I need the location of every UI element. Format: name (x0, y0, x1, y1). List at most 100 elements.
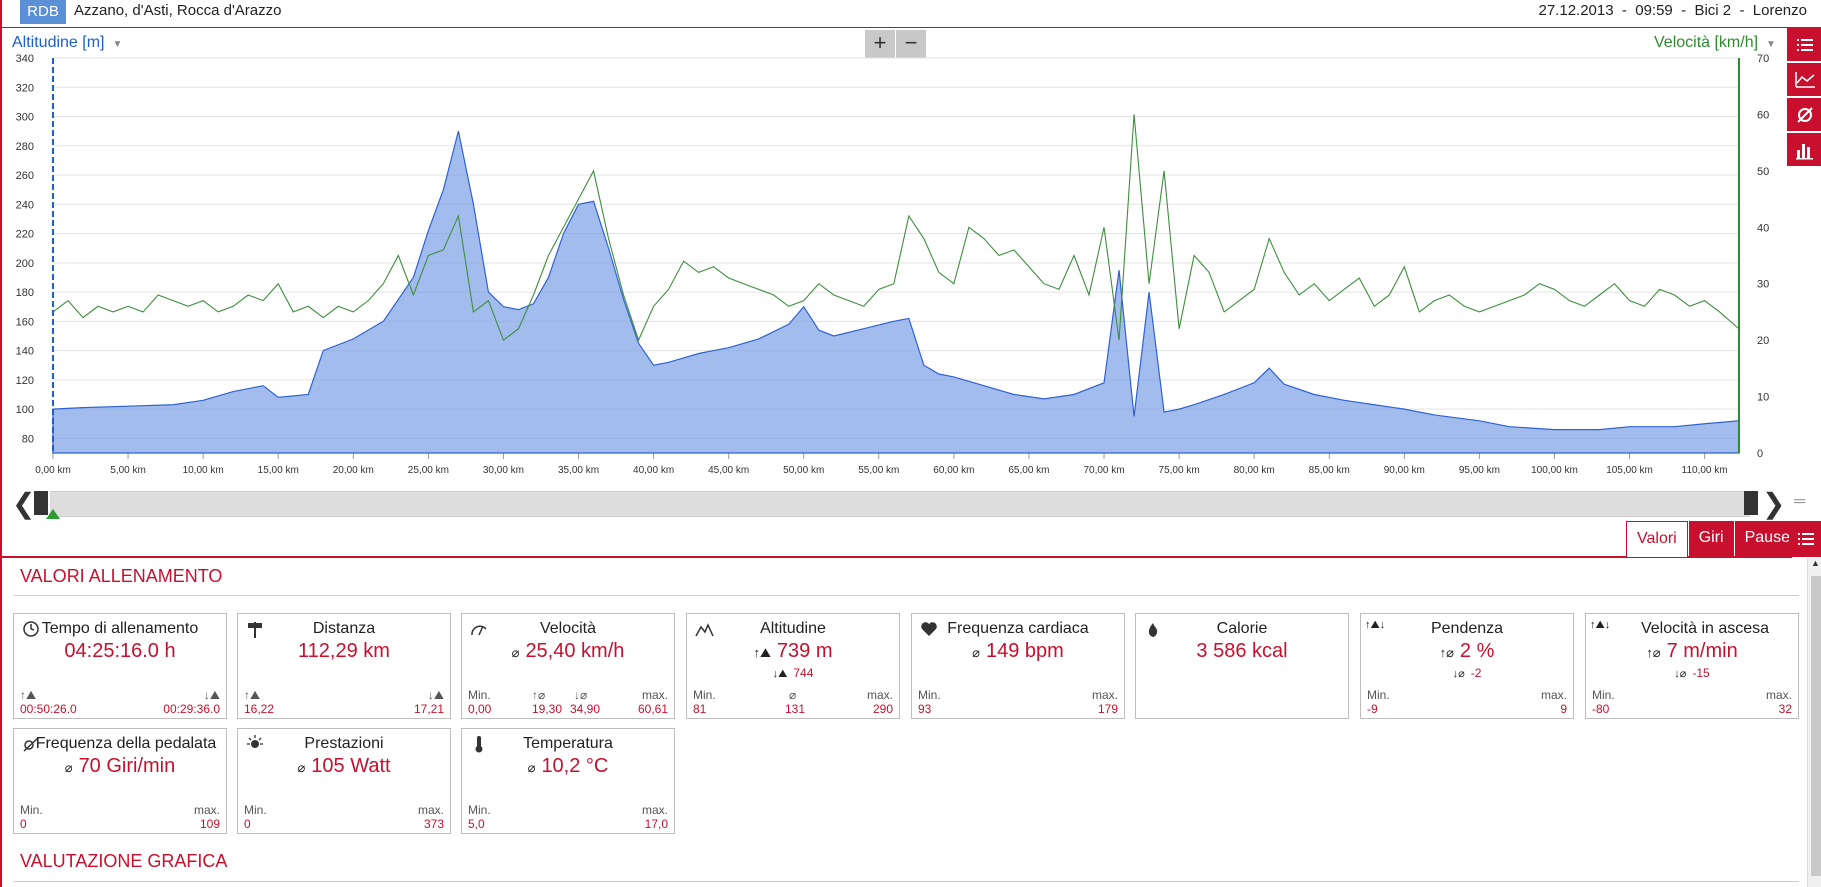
card-altitude: Altitudine ↑⛰ 739 m ↓⛰ 744 Min. ⌀ max. 81 … (686, 613, 900, 719)
y-tick-label: 140 (16, 346, 34, 358)
min-value: 5,0 (468, 817, 485, 831)
x-tick-label: 100,00 km (1531, 465, 1578, 476)
bar-chart-icon (1796, 144, 1813, 160)
average-icon (1797, 107, 1813, 123)
min-value: 0,00 (468, 702, 492, 716)
card-power: Prestazioni ⌀ 105 Watt Min. max. 0 373 (237, 728, 451, 834)
downhill-icon: ↓⛰ (203, 688, 220, 702)
average-icon: ⌀ (297, 760, 306, 775)
average-icon: ⌀ (972, 645, 980, 660)
max-value: 9 (1560, 702, 1567, 716)
x-tick-label: 50,00 km (783, 465, 824, 476)
x-tick-label: 25,00 km (408, 465, 449, 476)
y-tick-label: 260 (16, 170, 34, 182)
card-climb-speed: ↑⛰↓ Velocità in ascesa ↑⌀ 7 m/min ↓⌀ -15 M… (1585, 613, 1799, 719)
gradient-icon: ↑⛰↓ (1590, 619, 1611, 631)
max-label: max. (193, 803, 220, 817)
max-value: 179 (1097, 702, 1118, 716)
card-value: ⌀ 149 bpm (972, 640, 1064, 662)
line-chart-button[interactable] (1787, 63, 1821, 97)
uphill-distance: 16,22 (244, 702, 275, 716)
list-menu-button[interactable] (1787, 28, 1821, 62)
tab-menu-button[interactable] (1789, 521, 1821, 557)
slider-handle-right[interactable] (1742, 491, 1758, 517)
chevron-down-icon: ▼ (1766, 39, 1776, 50)
max-label: max. (1765, 688, 1792, 702)
downhill-avg-icon: ↓⌀ (1452, 668, 1465, 680)
x-tick-label: 95,00 km (1459, 465, 1500, 476)
slider-handle-left[interactable] (34, 489, 74, 519)
scroll-thumb[interactable] (1811, 576, 1821, 876)
card-speed: Velocità ⌀ 25,40 km/h Min. ↑⌀ ↓⌀ max. 0,0… (461, 613, 675, 719)
card-title: Distanza (312, 620, 376, 637)
max-label: max. (417, 803, 444, 817)
card-title: Prestazioni (304, 735, 384, 752)
uphill-icon: ↑⛰ (753, 645, 771, 660)
zoom-in-button[interactable]: + (865, 30, 895, 58)
y-tick-label: 180 (16, 287, 34, 299)
y-tick-label: 220 (16, 229, 34, 241)
x-tick-label: 65,00 km (1008, 465, 1049, 476)
max-label: max. (641, 803, 668, 817)
average-button[interactable] (1787, 98, 1821, 132)
x-tick-label: 40,00 km (633, 465, 674, 476)
app-logo[interactable]: RDB (20, 0, 66, 24)
elevation-speed-chart[interactable]: 3403203002802602402202001801601401201008… (2, 28, 1787, 488)
speed-axis-label[interactable]: Velocità [km/h] ▼ (1654, 34, 1776, 51)
downhill-avg-icon: ↓⌀ (574, 688, 588, 702)
uphill-avg-icon: ↑⌀ (1439, 645, 1454, 660)
tab-giri[interactable]: Giri (1688, 521, 1734, 557)
x-tick-label: 45,00 km (708, 465, 749, 476)
range-slider[interactable]: ❮ ❯ ═ (10, 488, 1805, 519)
y-tick-label: 320 (16, 82, 34, 94)
card-calories: Calorie 3 586 kcal (1135, 613, 1349, 719)
zoom-out-button[interactable]: − (896, 30, 926, 58)
chevron-left-icon[interactable]: ❮ (12, 488, 36, 519)
x-tick-label: 75,00 km (1159, 465, 1200, 476)
speedometer-icon (471, 625, 487, 636)
max-value: 17,0 (644, 817, 668, 831)
tab-valori[interactable]: Valori (1626, 521, 1688, 557)
card-title: Calorie (1216, 620, 1268, 637)
x-tick-label: 80,00 km (1234, 465, 1275, 476)
min-label: Min. (1367, 688, 1390, 702)
chevron-right-icon[interactable]: ❯ (1762, 488, 1786, 519)
y2-tick-label: 50 (1757, 166, 1769, 178)
altitude-axis-label[interactable]: Altitudine [m] ▼ (12, 34, 123, 51)
card-value: ⌀ 105 Watt (297, 755, 391, 777)
downhill-avg-icon: ↓⌀ (1674, 668, 1687, 680)
y-tick-label: 80 (22, 433, 34, 445)
vertical-scrollbar[interactable]: ▲ (1807, 558, 1821, 887)
card-gradient: ↑⛰↓ Pendenza ↑⌀ 2 % ↓⌀ -2 Min. max. -9 9 (1360, 613, 1574, 719)
min-label: Min. (244, 803, 267, 817)
min-value: 0 (20, 817, 27, 831)
card-cadence: Frequenza della pedalata ⌀ 70 Giri/min Mi… (13, 728, 227, 834)
max-label: max. (641, 688, 668, 702)
card-value: 112,29 km (298, 640, 390, 662)
card-subvalue: ↓⌀ -15 (1674, 666, 1710, 680)
x-tick-label: 35,00 km (558, 465, 599, 476)
average-icon: ⌀ (789, 688, 797, 702)
min-label: Min. (1592, 688, 1615, 702)
min-value: 93 (918, 702, 932, 716)
x-tick-label: 15,00 km (258, 465, 299, 476)
downhill-time: 00:29:36.0 (163, 702, 220, 716)
max-label: max. (1091, 688, 1118, 702)
x-tick-label: 90,00 km (1384, 465, 1425, 476)
max-value: 109 (199, 817, 220, 831)
bar-chart-button[interactable] (1787, 133, 1821, 167)
downhill-icon: ↓⛰ (772, 668, 788, 680)
min-label: Min. (693, 688, 716, 702)
section-title-values: VALORI ALLENAMENTO (20, 566, 223, 586)
card-value: ↑⛰ 739 m (753, 640, 833, 662)
mountain-icon (695, 623, 714, 637)
y-tick-label: 340 (16, 53, 34, 65)
x-tick-label: 60,00 km (933, 465, 974, 476)
x-tick-label: 5,00 km (110, 465, 146, 476)
slider-track[interactable] (50, 491, 1750, 517)
min-label: Min. (468, 803, 491, 817)
y-tick-label: 300 (16, 112, 34, 124)
drag-handle-icon[interactable]: ═ (1794, 493, 1806, 510)
scroll-up-icon[interactable]: ▲ (1811, 558, 1820, 568)
min-value: 81 (693, 702, 707, 716)
